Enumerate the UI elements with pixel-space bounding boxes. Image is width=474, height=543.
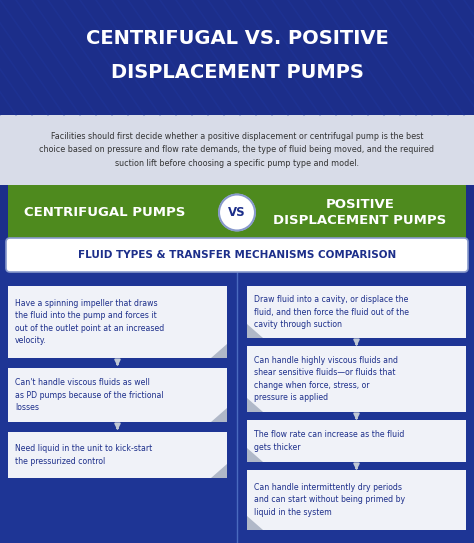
FancyBboxPatch shape (8, 368, 227, 422)
FancyBboxPatch shape (247, 286, 466, 338)
Polygon shape (211, 344, 227, 358)
FancyBboxPatch shape (466, 185, 474, 240)
FancyBboxPatch shape (247, 420, 466, 462)
FancyBboxPatch shape (0, 185, 8, 240)
Text: CENTRIFUGAL PUMPS: CENTRIFUGAL PUMPS (24, 206, 186, 219)
FancyBboxPatch shape (247, 346, 466, 412)
Text: Have a spinning impeller that draws
the fluid into the pump and forces it
out of: Have a spinning impeller that draws the … (15, 299, 164, 345)
Text: Can handle intermittently dry periods
and can start without being primed by
liqu: Can handle intermittently dry periods an… (254, 483, 405, 517)
Text: FLUID TYPES & TRANSFER MECHANISMS COMPARISON: FLUID TYPES & TRANSFER MECHANISMS COMPAR… (78, 250, 396, 260)
Text: Can handle highly viscous fluids and
shear sensitive fluids—or fluids that
chang: Can handle highly viscous fluids and she… (254, 356, 398, 402)
Text: VS: VS (228, 206, 246, 219)
Polygon shape (247, 398, 263, 412)
Polygon shape (247, 516, 263, 530)
FancyBboxPatch shape (0, 185, 474, 240)
FancyBboxPatch shape (8, 432, 227, 478)
Text: Need liquid in the unit to kick-start
the pressurized control: Need liquid in the unit to kick-start th… (15, 444, 152, 466)
Text: POSITIVE
DISPLACEMENT PUMPS: POSITIVE DISPLACEMENT PUMPS (273, 199, 447, 226)
FancyBboxPatch shape (0, 0, 474, 115)
Polygon shape (247, 324, 263, 338)
Text: Draw fluid into a cavity, or displace the
fluid, and then force the fluid out of: Draw fluid into a cavity, or displace th… (254, 295, 409, 329)
Polygon shape (211, 464, 227, 478)
Text: Facilities should first decide whether a positive displacement or centrifugal pu: Facilities should first decide whether a… (39, 132, 435, 168)
FancyBboxPatch shape (6, 238, 468, 272)
FancyBboxPatch shape (8, 286, 227, 358)
Text: The flow rate can increase as the fluid
gets thicker: The flow rate can increase as the fluid … (254, 430, 404, 452)
FancyBboxPatch shape (247, 470, 466, 530)
Text: CENTRIFUGAL VS. POSITIVE: CENTRIFUGAL VS. POSITIVE (86, 28, 388, 47)
Polygon shape (247, 448, 263, 462)
Text: Can't handle viscous fluids as well
as PD pumps because of the frictional
losses: Can't handle viscous fluids as well as P… (15, 378, 164, 412)
Polygon shape (211, 408, 227, 422)
Circle shape (219, 194, 255, 230)
Text: DISPLACEMENT PUMPS: DISPLACEMENT PUMPS (110, 62, 364, 81)
FancyBboxPatch shape (0, 115, 474, 185)
